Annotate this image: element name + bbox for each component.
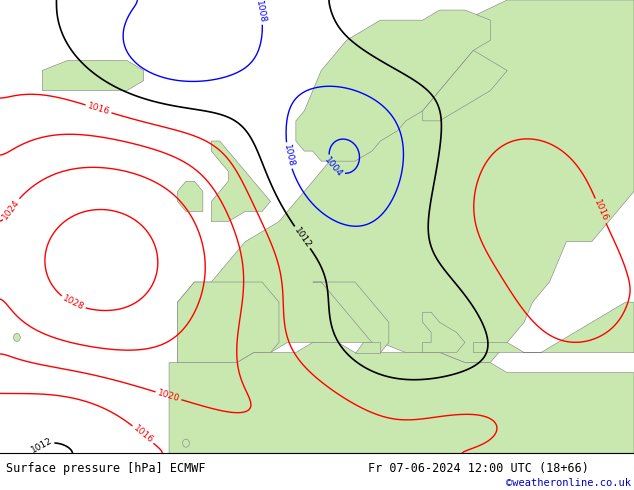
Polygon shape [313,282,389,352]
Polygon shape [296,10,490,161]
Text: Surface pressure [hPa] ECMWF: Surface pressure [hPa] ECMWF [6,463,206,475]
Text: 1008: 1008 [281,144,295,168]
Text: Fr 07-06-2024 12:00 UTC (18+66): Fr 07-06-2024 12:00 UTC (18+66) [368,463,588,475]
Polygon shape [178,282,279,363]
Polygon shape [211,141,271,221]
Polygon shape [423,50,507,121]
Circle shape [13,333,20,342]
Polygon shape [169,343,634,453]
Text: ©weatheronline.co.uk: ©weatheronline.co.uk [506,478,631,488]
Text: 1028: 1028 [61,294,86,312]
Text: 1020: 1020 [156,388,181,403]
Text: 1016: 1016 [592,198,609,223]
Polygon shape [474,302,634,352]
Text: 1008: 1008 [254,0,267,24]
Polygon shape [423,312,465,352]
Polygon shape [355,343,380,352]
Text: 1004: 1004 [323,155,344,179]
Text: 1016: 1016 [131,424,155,445]
Text: 1012: 1012 [292,225,313,249]
Polygon shape [178,181,203,212]
Polygon shape [42,60,144,91]
Polygon shape [178,0,634,363]
Text: 1024: 1024 [1,197,22,221]
Text: 1012: 1012 [29,436,53,455]
Circle shape [183,439,190,447]
Text: 1016: 1016 [86,101,111,117]
